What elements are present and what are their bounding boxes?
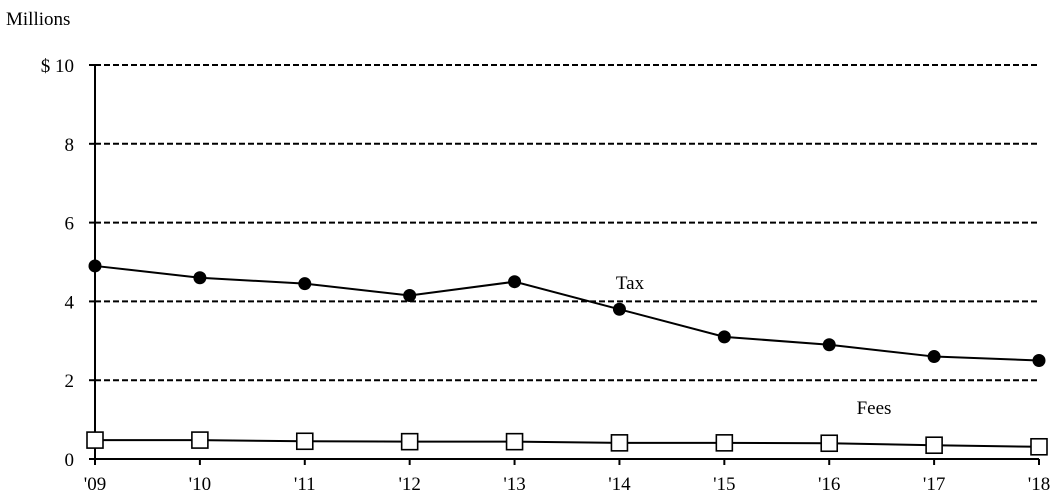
data-point-fees	[610, 434, 629, 452]
data-point-tax	[612, 302, 626, 316]
data-point-fees	[715, 434, 734, 452]
x-tick-label: '16	[818, 474, 840, 495]
series-line-tax	[94, 264, 1040, 362]
y-tick-label: 2	[65, 371, 75, 392]
y-tick-label: 6	[65, 214, 75, 235]
x-tick-label: '13	[503, 474, 525, 495]
y-tick-label: 4	[65, 292, 75, 313]
x-tick-label: '11	[294, 474, 316, 495]
data-point-fees	[820, 434, 839, 453]
data-point-tax	[717, 330, 731, 344]
data-point-fees	[86, 431, 104, 449]
y-tick-label: 0	[65, 450, 75, 471]
unit-label: Millions	[6, 9, 70, 30]
series-label-fees: Fees	[857, 398, 892, 419]
x-axis-ticks: '09 '10 '11 '12 '13 '14 '15 '16 '17 '18	[84, 459, 1050, 495]
series-line-fees	[95, 439, 1040, 448]
data-point-tax	[298, 277, 312, 291]
series-layer	[86, 259, 1048, 456]
grid-lines	[95, 64, 1039, 382]
x-tick-label: '14	[608, 474, 631, 495]
y-axis-ticks: 0 2 4 6 8 $ 10	[41, 56, 95, 471]
x-tick-label: '09	[84, 474, 106, 495]
x-tick-label: '17	[923, 474, 945, 495]
series-label-tax: Tax	[616, 273, 645, 294]
data-point-fees	[505, 432, 524, 451]
x-tick-label: '10	[189, 474, 211, 495]
data-point-tax	[927, 350, 941, 364]
data-point-fees	[295, 432, 314, 451]
data-point-tax	[193, 271, 207, 285]
y-tick-label: 8	[65, 135, 75, 156]
data-point-fees	[1030, 437, 1048, 456]
data-point-fees	[400, 432, 419, 451]
data-point-tax	[1032, 354, 1046, 367]
x-tick-label: '15	[713, 474, 735, 495]
data-point-tax	[403, 288, 417, 302]
x-tick-label: '18	[1028, 474, 1050, 495]
data-point-tax	[508, 275, 522, 289]
axes	[94, 65, 1039, 460]
data-point-fees	[925, 436, 943, 455]
data-point-tax	[88, 259, 102, 273]
data-point-tax	[822, 338, 836, 352]
y-tick-label: $ 10	[41, 56, 74, 77]
x-tick-label: '12	[398, 474, 420, 495]
data-point-fees	[191, 431, 209, 449]
